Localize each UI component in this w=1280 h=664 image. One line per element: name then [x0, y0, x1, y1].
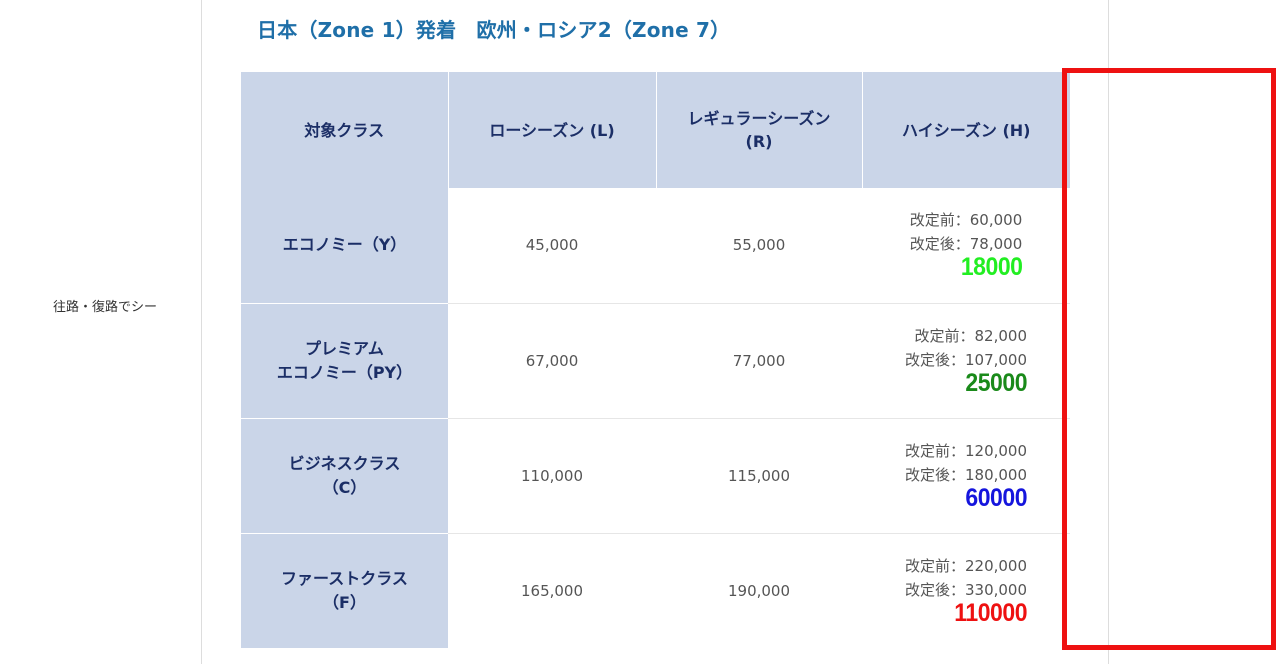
fare-before-revision: 改定前：82,000 [914, 326, 1028, 345]
class-label-line2: （C） [322, 477, 367, 497]
header-high-season: ハイシーズン (H) [862, 72, 1070, 188]
row-class-label: ビジネスクラス （C） [241, 418, 448, 534]
fare-before-revision: 改定前：220,000 [904, 556, 1028, 575]
side-text-fragment: 往路・復路でシー [53, 300, 158, 315]
fare-after-revision: 改定後：330,000 [904, 580, 1028, 599]
regular-season-fare: 190,000 [727, 581, 791, 600]
main-content: 日本（Zone 1）発着 欧州・ロシア2（Zone 7） 対象クラス ローシーズ… [201, 0, 1276, 664]
fare-before-revision: 改定前：60,000 [909, 211, 1023, 230]
high-season-fare-block: 改定前：60,000 改定後：78,000 18000 [909, 208, 1023, 282]
table-row: ビジネスクラス （C） 110,000 115,000 改定前：120,000 改定後：1… [241, 418, 1070, 534]
fare-table: 対象クラス ローシーズン (L) レギュラーシーズン (R) ハイシーズン (H… [241, 72, 1070, 648]
fare-increase-annotation: 18000 [960, 253, 1023, 282]
high-season-fare: 改定前：220,000 改定後：330,000 110000 [862, 533, 1070, 648]
high-season-fare: 改定前：82,000 改定後：107,000 25000 [862, 303, 1070, 419]
class-label-line1: ビジネスクラス [288, 453, 401, 473]
regular-season-fare: 55,000 [656, 188, 862, 304]
table-row: エコノミー（Y） 45,000 55,000 改定前：60,000 改定後：78,000… [241, 188, 1070, 304]
fare-after-revision: 改定後：107,000 [904, 350, 1028, 369]
fare-after-revision: 改定後：180,000 [904, 465, 1028, 484]
high-season-fare: 改定前：60,000 改定後：78,000 18000 [862, 188, 1070, 304]
class-label-line2: エコノミー（PY） [276, 362, 413, 382]
route-heading: 日本（Zone 1）発着 欧州・ロシア2（Zone 7） [257, 18, 731, 42]
low-season-fare: 67,000 [448, 303, 656, 419]
regular-season-fare: 115,000 [656, 418, 862, 534]
class-label-line1: エコノミー（Y） [282, 235, 407, 255]
header-class: 対象クラス [241, 72, 449, 188]
high-season-fare-block: 改定前：220,000 改定後：330,000 110000 [904, 554, 1028, 627]
low-season-fare: 165,000 [520, 581, 584, 600]
row-class-label: エコノミー（Y） [241, 188, 448, 304]
row-class-label: ファーストクラス （F） [241, 533, 448, 648]
fare-before-revision: 改定前：120,000 [904, 441, 1028, 460]
low-season-fare: 45,000 [448, 188, 656, 304]
high-season-fare: 改定前：120,000 改定後：180,000 60000 [862, 418, 1070, 534]
table-row: ファーストクラス （F） 165,000 190,000 改定前：220,000 改定後：… [241, 533, 1070, 648]
fare-table-body: エコノミー（Y） 45,000 55,000 改定前：60,000 改定後：78,000… [241, 188, 1070, 648]
header-regular-season: レギュラーシーズン (R) [656, 72, 863, 188]
fare-increase-annotation: 110000 [954, 598, 1028, 627]
highlight-box [1062, 68, 1276, 650]
fare-after-revision: 改定後：78,000 [909, 235, 1023, 254]
fare-increase-annotation: 60000 [965, 483, 1028, 512]
high-season-fare-block: 改定前：82,000 改定後：107,000 25000 [904, 324, 1028, 397]
class-label-line1: プレミアム [305, 338, 384, 358]
table-row: プレミアム エコノミー（PY） 67,000 77,000 改定前：82,000 改定後：… [241, 303, 1070, 419]
high-season-fare-block: 改定前：120,000 改定後：180,000 60000 [904, 439, 1028, 512]
fare-table-header-row: 対象クラス ローシーズン (L) レギュラーシーズン (R) ハイシーズン (H… [241, 72, 1070, 188]
row-class-label: プレミアムエコノミー（PY） [241, 303, 448, 419]
fare-increase-annotation: 25000 [965, 368, 1028, 397]
regular-season-fare: 77,000 [656, 303, 862, 419]
header-low-season: ローシーズン (L) [448, 72, 657, 188]
class-label-line2: （F） [323, 592, 366, 612]
low-season-fare: 110,000 [448, 418, 656, 534]
class-label-line1: ファーストクラス [281, 568, 408, 588]
